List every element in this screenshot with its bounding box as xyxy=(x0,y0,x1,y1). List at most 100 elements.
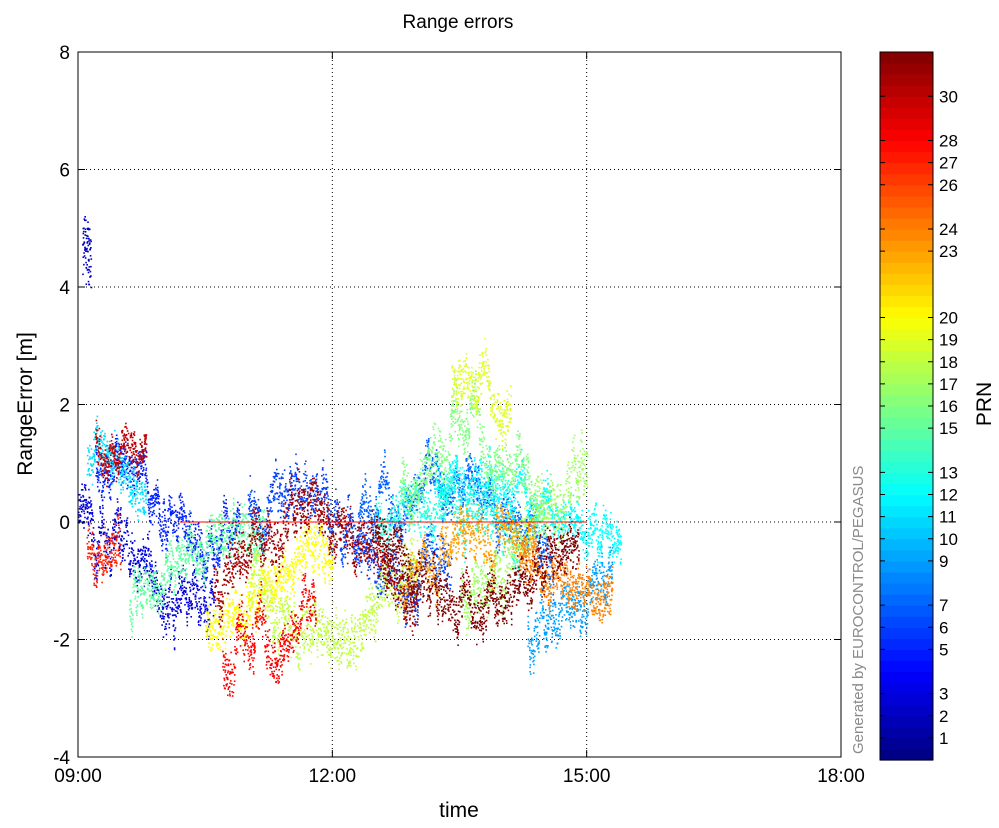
data-point xyxy=(205,587,207,589)
data-point xyxy=(365,492,367,494)
data-point xyxy=(90,275,92,277)
data-point xyxy=(90,266,92,268)
data-point xyxy=(193,582,195,584)
data-point xyxy=(125,526,127,528)
data-point xyxy=(557,627,559,629)
data-point xyxy=(441,559,443,561)
data-point xyxy=(88,449,90,451)
data-point xyxy=(387,472,389,474)
data-point xyxy=(112,519,114,521)
data-point xyxy=(527,625,529,627)
data-point xyxy=(194,607,196,609)
data-point xyxy=(253,503,255,505)
data-point xyxy=(420,598,422,600)
data-point xyxy=(130,560,132,562)
data-point xyxy=(192,607,194,609)
data-point xyxy=(268,531,270,533)
data-point xyxy=(90,255,92,257)
data-point xyxy=(296,474,298,476)
data-point xyxy=(100,432,102,434)
data-point xyxy=(295,454,297,456)
data-point xyxy=(552,615,554,617)
data-point xyxy=(178,527,180,529)
data-point xyxy=(89,502,91,504)
data-point xyxy=(507,498,509,500)
data-point xyxy=(550,578,552,580)
data-point xyxy=(188,604,190,606)
data-point xyxy=(173,526,175,528)
data-point xyxy=(490,492,492,494)
data-point xyxy=(521,525,523,527)
data-point xyxy=(585,618,587,620)
data-point xyxy=(159,502,161,504)
data-point xyxy=(137,591,139,593)
data-point xyxy=(105,446,107,448)
data-point xyxy=(304,463,306,465)
data-point xyxy=(193,593,195,595)
data-point xyxy=(115,438,117,440)
data-point xyxy=(415,608,417,610)
data-point xyxy=(568,611,570,613)
data-point xyxy=(142,474,144,476)
data-point xyxy=(470,468,472,470)
data-point xyxy=(552,610,554,612)
data-point xyxy=(289,466,291,468)
data-point xyxy=(117,501,119,503)
data-point xyxy=(426,440,428,442)
data-point xyxy=(586,616,588,618)
data-point xyxy=(84,241,86,243)
data-point xyxy=(161,588,163,590)
data-point xyxy=(88,281,90,283)
data-point xyxy=(561,607,563,609)
data-point xyxy=(437,556,439,558)
data-point xyxy=(258,499,260,501)
data-point xyxy=(293,480,295,482)
data-point xyxy=(543,629,545,631)
data-point xyxy=(205,579,207,581)
data-point xyxy=(197,556,199,558)
data-point xyxy=(97,425,99,427)
data-point xyxy=(403,523,405,525)
data-point xyxy=(295,485,297,487)
data-point xyxy=(81,501,83,503)
data-point xyxy=(353,537,355,539)
data-point xyxy=(316,476,318,478)
data-point xyxy=(153,495,155,497)
data-point xyxy=(177,612,179,614)
data-point xyxy=(109,452,111,454)
data-point xyxy=(102,525,104,527)
data-point xyxy=(219,564,221,566)
data-point xyxy=(580,633,582,635)
data-point xyxy=(603,590,605,592)
data-point xyxy=(204,590,206,592)
data-point xyxy=(139,480,141,482)
data-point xyxy=(217,565,219,567)
data-point xyxy=(417,615,419,617)
data-point xyxy=(151,564,153,566)
data-point xyxy=(237,502,239,504)
data-point xyxy=(256,504,258,506)
data-point xyxy=(415,621,417,623)
data-point xyxy=(438,576,440,578)
data-point xyxy=(609,567,611,569)
data-point xyxy=(579,609,581,611)
data-point xyxy=(529,647,531,649)
data-point xyxy=(138,464,140,466)
data-point xyxy=(152,512,154,514)
data-point xyxy=(470,453,472,455)
data-point xyxy=(505,534,507,536)
data-point xyxy=(195,595,197,597)
data-point xyxy=(186,529,188,531)
data-point xyxy=(425,445,427,447)
data-point xyxy=(125,441,127,443)
data-point xyxy=(237,511,239,513)
data-point xyxy=(265,538,267,540)
data-point xyxy=(155,565,157,567)
data-point xyxy=(92,469,94,471)
data-point xyxy=(183,510,185,512)
data-point xyxy=(87,455,89,457)
data-point xyxy=(145,469,147,471)
data-point xyxy=(120,531,122,533)
data-point xyxy=(125,532,127,534)
data-point xyxy=(175,522,177,524)
